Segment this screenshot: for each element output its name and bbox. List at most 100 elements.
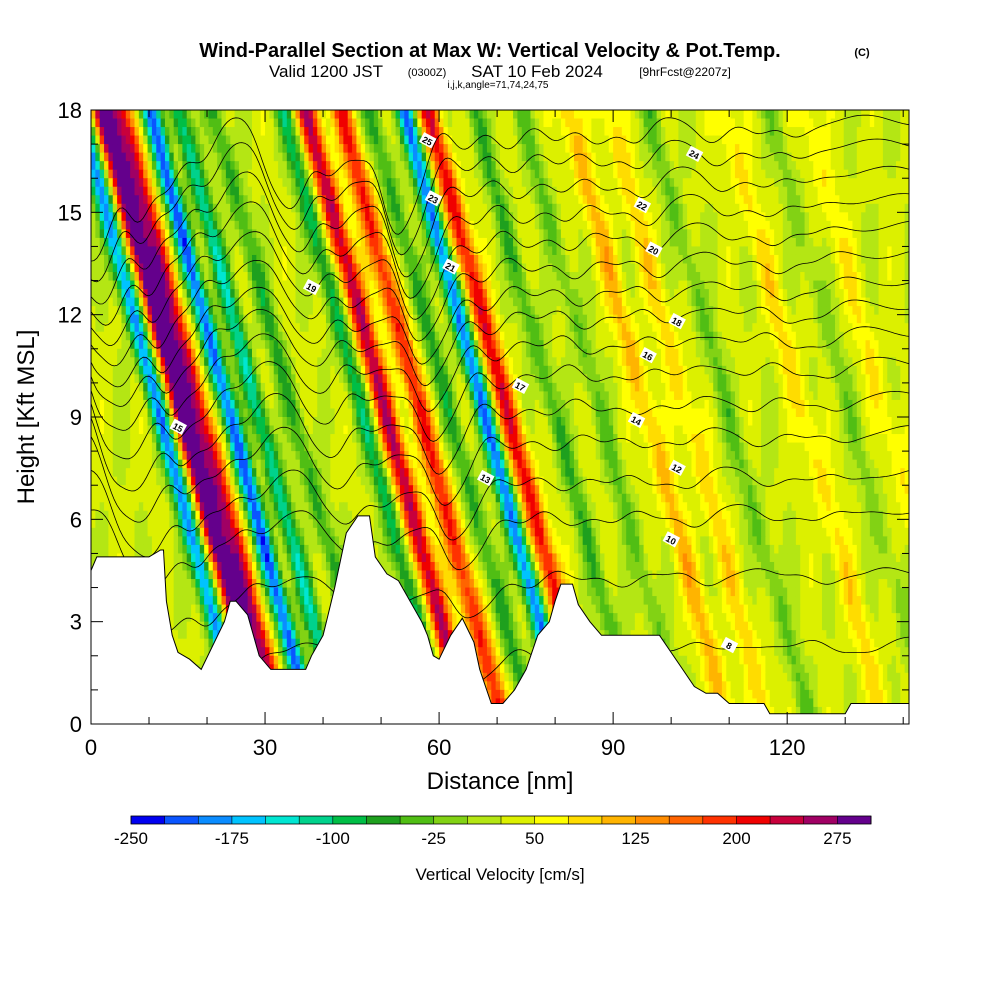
velocity-cell (460, 280, 466, 290)
velocity-cell (221, 246, 227, 256)
velocity-cell (304, 110, 310, 120)
velocity-cell (217, 331, 223, 341)
velocity-cell (865, 127, 871, 137)
velocity-cell (251, 237, 257, 248)
velocity-cell (826, 212, 832, 222)
velocity-cell (99, 237, 105, 248)
velocity-cell (643, 135, 649, 145)
velocity-cell (656, 280, 662, 290)
velocity-cell (352, 297, 358, 307)
velocity-cell (91, 263, 96, 273)
velocity-cell (726, 169, 732, 179)
velocity-cell (626, 229, 632, 239)
velocity-cell (839, 289, 845, 299)
velocity-cell (604, 203, 610, 213)
velocity-cell (513, 272, 518, 282)
velocity-cell (634, 118, 640, 128)
velocity-cell (278, 323, 284, 333)
velocity-cell (743, 169, 749, 179)
velocity-cell (426, 229, 431, 239)
velocity-cell (117, 152, 123, 162)
velocity-cell (795, 127, 801, 137)
velocity-cell (630, 169, 636, 179)
velocity-cell (125, 237, 131, 248)
velocity-cell (308, 237, 314, 248)
velocity-cell (865, 195, 871, 205)
velocity-cell (273, 323, 279, 333)
velocity-cell (552, 178, 558, 188)
velocity-cell (608, 195, 614, 205)
velocity-cell (708, 127, 714, 137)
velocity-cell (125, 186, 131, 196)
velocity-cell (191, 263, 197, 273)
velocity-cell (882, 144, 888, 154)
velocity-cell (504, 195, 510, 205)
velocity-cell (151, 178, 157, 188)
velocity-cell (878, 237, 884, 248)
velocity-cell (721, 297, 727, 307)
velocity-cell (138, 212, 144, 222)
velocity-cell (830, 186, 836, 196)
velocity-cell (556, 246, 562, 256)
velocity-cell (182, 246, 188, 256)
velocity-cell (582, 186, 588, 196)
velocity-cell (761, 314, 767, 324)
velocity-cell (408, 186, 414, 196)
velocity-cell (687, 220, 693, 230)
velocity-cell (713, 323, 719, 333)
velocity-cell (356, 169, 362, 179)
velocity-cell (743, 323, 749, 333)
velocity-cell (500, 254, 505, 265)
velocity-cell (769, 118, 775, 128)
velocity-cell (452, 118, 458, 128)
velocity-cell (791, 220, 797, 230)
velocity-cell (608, 229, 614, 239)
velocity-cell (273, 169, 279, 179)
velocity-cell (669, 161, 675, 171)
velocity-cell (691, 118, 697, 128)
velocity-cell (808, 203, 814, 213)
velocity-cell (843, 297, 849, 307)
velocity-cell (808, 306, 814, 316)
velocity-cell (521, 186, 527, 196)
velocity-cell (260, 144, 266, 154)
velocity-cell (865, 144, 871, 154)
velocity-cell (117, 135, 123, 145)
velocity-cell (195, 127, 201, 137)
velocity-cell (743, 289, 749, 299)
velocity-cell (769, 161, 775, 171)
velocity-cell (608, 127, 614, 137)
velocity-cell (95, 178, 101, 188)
velocity-cell (682, 152, 688, 162)
velocity-cell (656, 203, 662, 213)
velocity-cell (573, 220, 579, 230)
velocity-cell (674, 127, 679, 137)
velocity-cell (717, 169, 723, 179)
velocity-cell (543, 144, 549, 154)
velocity-cell (856, 323, 862, 333)
velocity-cell (878, 118, 884, 128)
velocity-cell (700, 212, 706, 222)
velocity-cell (704, 135, 710, 145)
velocity-cell (704, 314, 710, 324)
velocity-cell (173, 237, 179, 248)
velocity-cell (530, 323, 536, 333)
velocity-cell (421, 297, 427, 307)
velocity-cell (878, 323, 884, 333)
velocity-cell (221, 186, 227, 196)
velocity-cell (739, 203, 745, 213)
velocity-cell (895, 297, 901, 307)
velocity-cell (608, 118, 614, 128)
velocity-cell (456, 127, 462, 137)
velocity-cell (238, 237, 244, 248)
velocity-cell (204, 280, 210, 290)
velocity-cell (356, 186, 362, 196)
velocity-cell (234, 314, 240, 324)
velocity-cell (95, 272, 101, 282)
velocity-cell (460, 263, 466, 273)
velocity-cell (151, 306, 157, 316)
velocity-cell (243, 203, 249, 213)
velocity-cell (134, 161, 140, 171)
velocity-cell (291, 144, 297, 154)
velocity-cell (861, 254, 867, 265)
